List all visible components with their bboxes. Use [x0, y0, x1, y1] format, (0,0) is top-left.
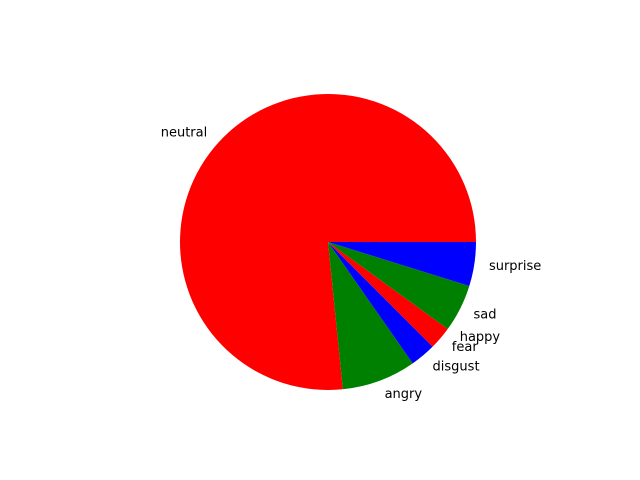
pie-label-sad: sad: [474, 308, 497, 323]
pie-slices: [180, 93, 477, 390]
pie-slice-sad: [328, 242, 470, 329]
pie-label-surprise: surprise: [489, 259, 541, 274]
pie-label-disgust: disgust: [433, 359, 480, 374]
pie-slice-angry: [328, 242, 413, 390]
pie-slice-surprise: [328, 242, 476, 286]
pie-label-neutral: neutral: [161, 125, 208, 140]
pie-slice-fear: [328, 242, 448, 347]
pie-slice-neutral: [180, 93, 477, 390]
pie-label-angry: angry: [385, 387, 423, 402]
pie-label-happy: happy: [460, 330, 501, 345]
pie-label-fear: fear: [452, 340, 479, 355]
pie-slice-disgust: [328, 242, 433, 364]
